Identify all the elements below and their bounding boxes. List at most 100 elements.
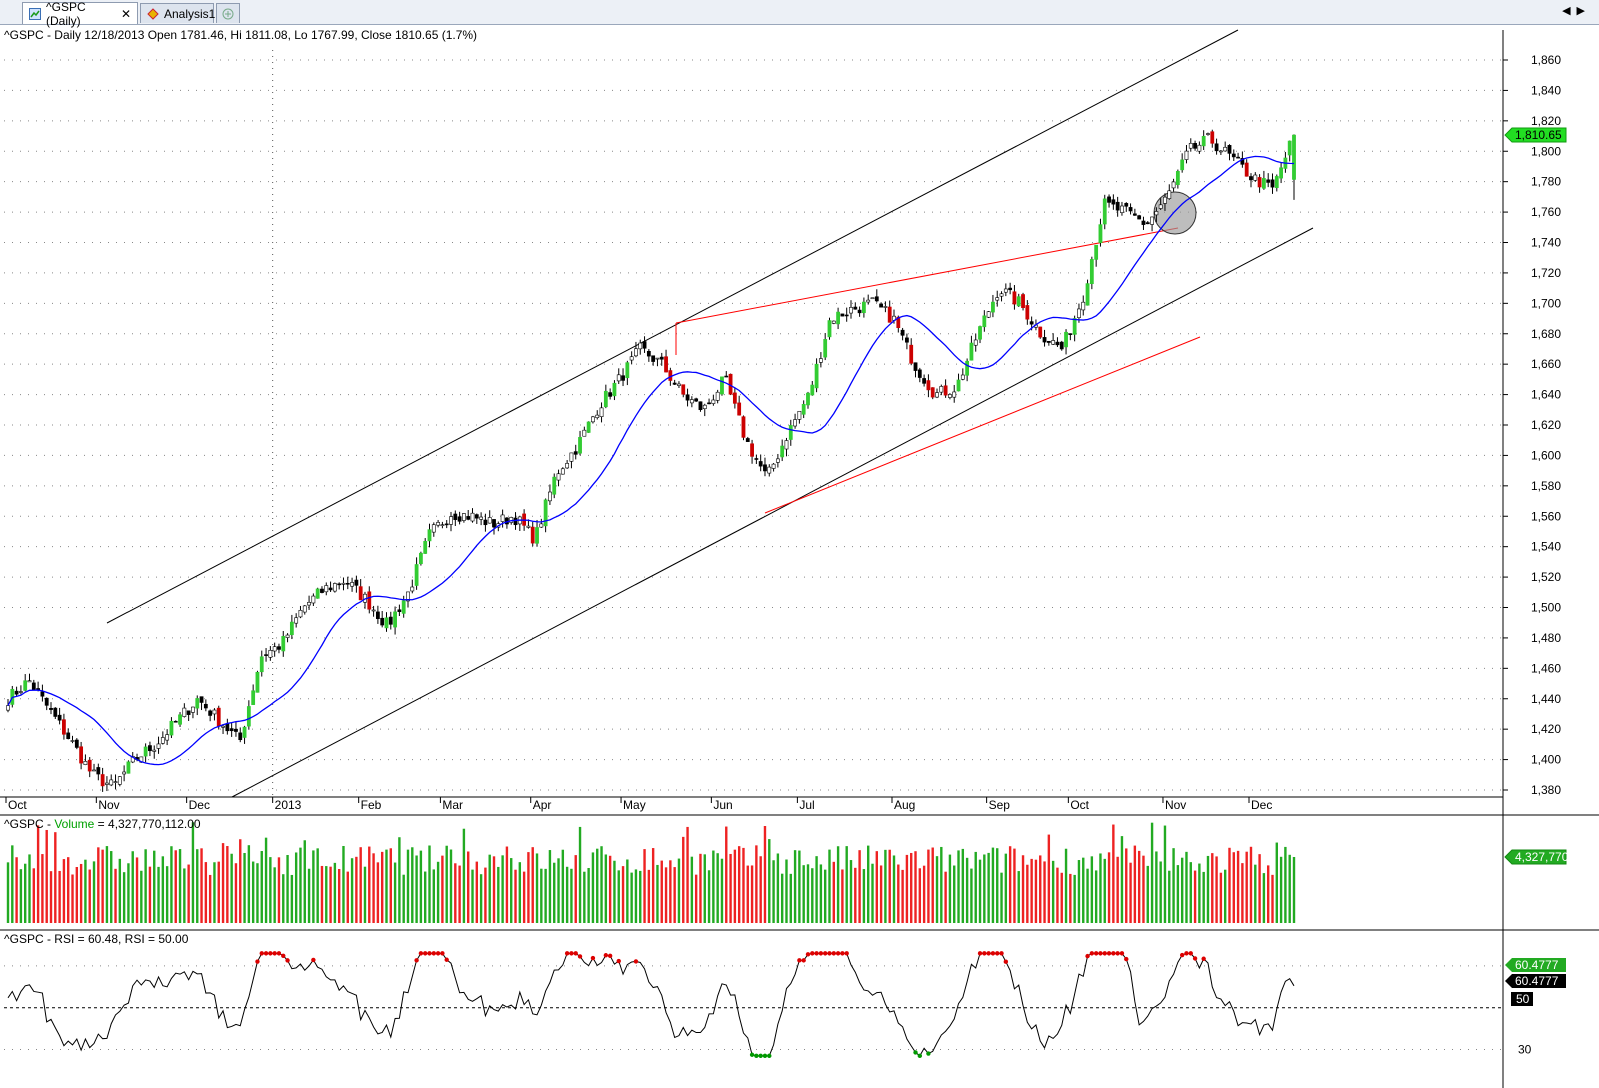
candle [388,611,393,630]
volume-bar [67,857,70,923]
candle-body [332,583,337,592]
candle [715,389,720,404]
candle [823,333,828,361]
candle-body [737,402,742,416]
time-tick-label: Jul [799,798,814,812]
candle-body [913,362,918,371]
candle [350,577,354,592]
volume-bar [170,846,173,923]
candle [307,595,311,610]
new-tab-button[interactable] [216,3,240,23]
last-price-label: 1,810.65 [1515,128,1562,142]
candle-body [831,320,836,324]
candle-body [707,402,711,405]
volume-bar [996,848,999,923]
candle [1145,221,1150,225]
rsi-badge-green-label: 60.4777 [1515,958,1559,972]
candle-body [930,387,935,398]
rsi-overbought-mark [805,952,811,957]
candle [92,763,96,772]
candle-body [195,698,200,709]
candle-body [444,523,449,526]
candle [1094,244,1099,267]
candle [57,707,62,725]
volume-bar [62,859,66,923]
volume-bar [987,852,990,923]
price-tick-label: 1,580 [1531,479,1561,493]
candle [599,402,604,423]
volume-bar [651,848,655,923]
candle-body [905,337,909,343]
volume-bar [178,849,182,923]
candle [788,419,793,446]
rsi-overbought-mark [977,951,983,956]
candle [651,355,656,366]
volume-bar [165,866,169,923]
rsi-oversold-mark [762,1053,768,1059]
candle [685,388,690,407]
candle-body [651,355,656,362]
tab-analysis1[interactable]: Analysis1 [140,3,215,23]
candle-body [1274,176,1279,188]
tab-gspc-daily[interactable]: ^GSPC (Daily) ✕ [22,0,138,28]
candle [436,519,441,528]
candle [1107,194,1111,208]
volume-bar [518,862,522,923]
candle-body [414,564,419,586]
candle [100,767,105,792]
candle-body [70,740,75,742]
candle-body [1244,162,1249,177]
volume-bar [1013,848,1016,923]
candle-body [186,710,191,715]
price-tick-label: 1,780 [1531,175,1561,189]
time-tick-label: Mar [442,798,463,812]
volume-bar [712,850,715,923]
candle-body [664,356,668,373]
volume-bar [497,866,500,923]
volume-bar [1185,851,1188,923]
candle-body [1141,220,1146,225]
candle-body [689,399,694,404]
candle [960,368,965,381]
close-icon[interactable]: ✕ [120,6,131,21]
volume-bar [918,868,922,923]
candle [1206,132,1210,136]
price-tick-label: 1,760 [1531,205,1561,219]
candle-body [130,755,135,763]
moving-average-line [7,155,1295,766]
chart-icon [29,7,41,20]
volume-bar [819,864,823,923]
scroll-right-icon[interactable]: ▶ [1576,5,1591,17]
scroll-left-icon[interactable]: ◀ [1562,5,1577,17]
candle [853,302,858,310]
rsi-badge-black-label: 60.4777 [1515,974,1559,988]
candle-body [126,761,131,774]
candle [814,358,819,393]
candle [883,301,888,313]
candle-body [483,519,488,526]
volume-bar [694,874,698,923]
candle-body [926,380,931,391]
candle-body [1081,301,1086,311]
candle-body [328,587,333,591]
candle [1051,333,1056,346]
rsi-ref-badge: 50 [1511,992,1533,1006]
volume-bar [419,850,423,923]
price-tick-label: 1,400 [1531,753,1561,767]
candle-body [720,376,724,395]
volume-title-prefix: ^GSPC - [4,817,55,831]
volume-badge-bg [1504,849,1567,865]
volume-bar [608,855,612,923]
volume-bar [905,854,909,923]
rsi-overbought-mark [801,958,806,963]
rsi-overbought-mark [1188,951,1193,956]
candle-body [259,656,264,673]
volume-bar [750,865,754,923]
candle [126,760,131,774]
volume-bar [621,866,625,923]
volume-bar [71,874,74,923]
candle [784,437,789,457]
candle-body [173,720,178,723]
volume-bar [290,874,294,923]
candle-body [608,392,613,397]
